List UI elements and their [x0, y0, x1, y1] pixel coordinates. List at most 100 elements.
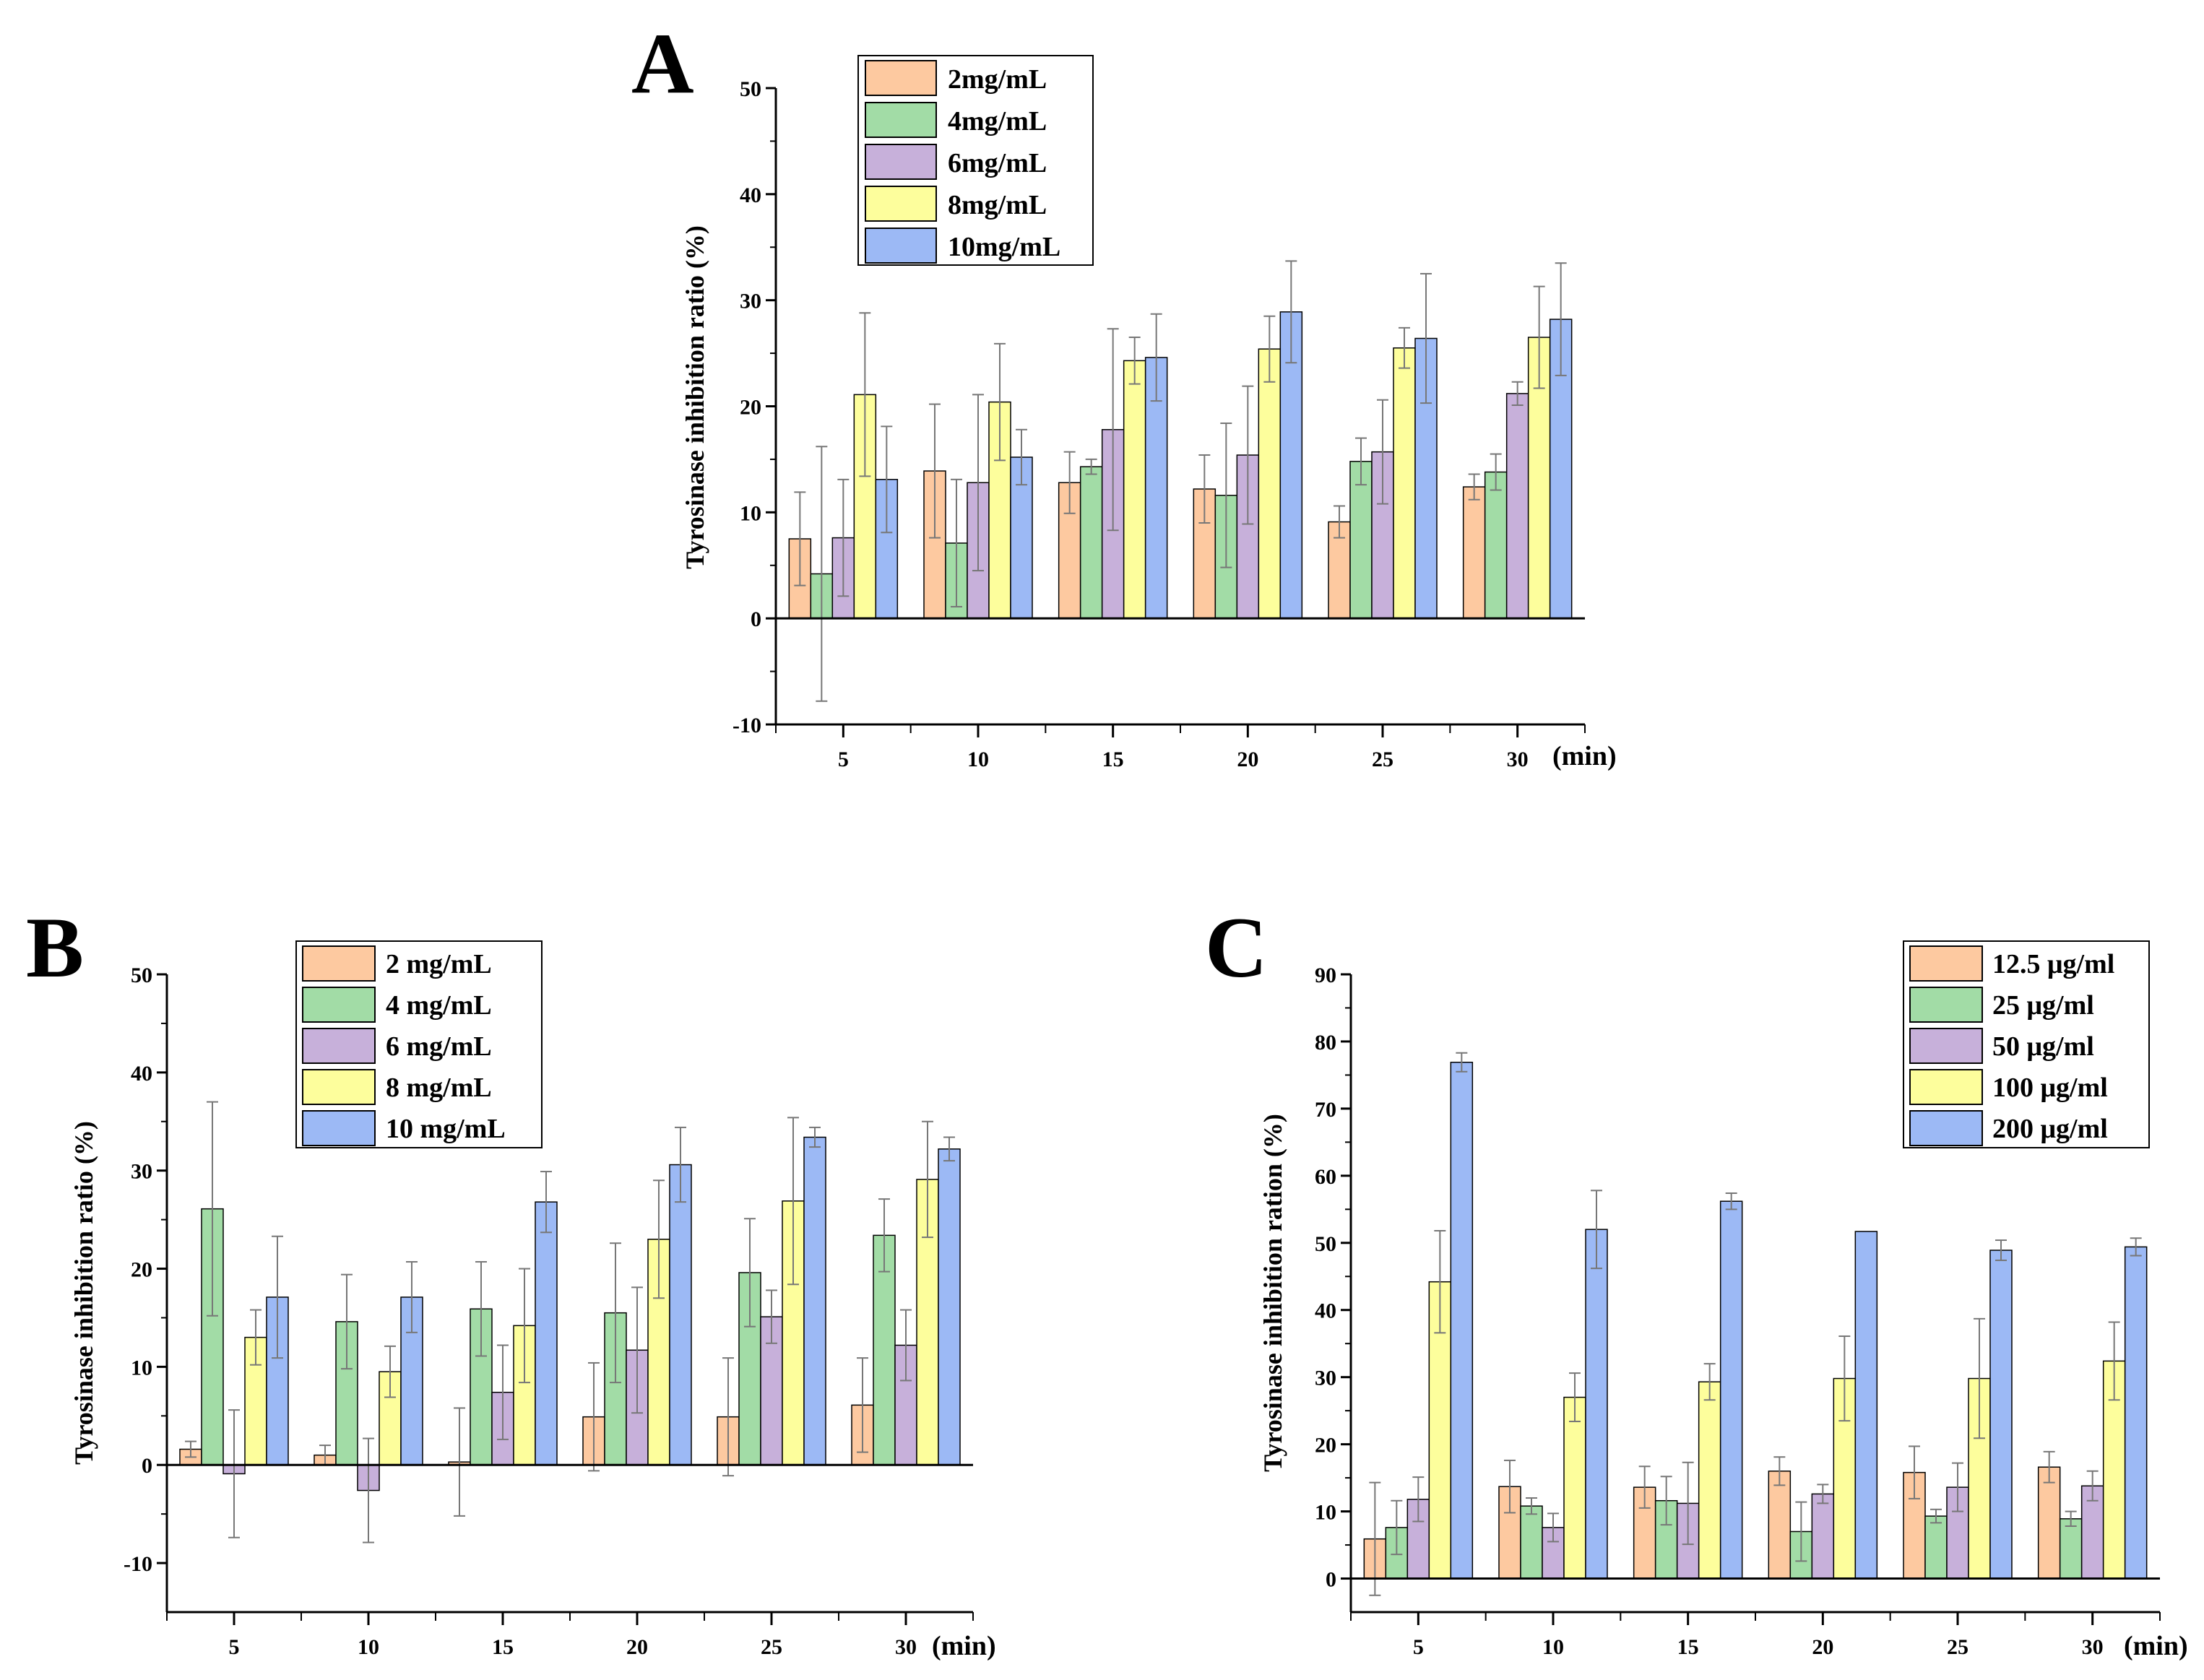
panel-c-bar [1854, 1231, 1878, 1580]
panel-b: B Tyrosinase inhibition ratio (%) (min) … [26, 899, 996, 1661]
panel-a-legend-label: 10mg/mL [948, 232, 1060, 262]
panel-a-legend-label: 2mg/mL [948, 64, 1047, 95]
panel-b-y-tick-label: 20 [131, 1258, 152, 1282]
panel-c-legend-label: 12.5 μg/ml [1992, 949, 2114, 979]
panel-b-legend-entry: 10 mg/mL [302, 1110, 506, 1146]
panel-c-bar [1989, 1250, 2013, 1580]
panel-a-legend-swatch [865, 60, 937, 96]
panel-b-y-tick-label: -10 [124, 1552, 152, 1576]
panel-label-c: C [1205, 899, 1268, 995]
panel-a-x-tick-label: 30 [1507, 748, 1529, 771]
panel-b-x-tick-label: 10 [358, 1635, 379, 1659]
panel-a-bar [1258, 348, 1282, 619]
panel-a-legend-entry: 8mg/mL [865, 186, 1047, 222]
panel-c-bar [2124, 1246, 2148, 1580]
panel-a-bar [1123, 360, 1146, 619]
panel-c-y-tick-label: 20 [1315, 1434, 1336, 1458]
panel-c-legend-swatch [1909, 1069, 1983, 1105]
panel-b-bar [669, 1164, 692, 1465]
panel-b-legend-swatch [302, 945, 376, 982]
panel-c-x-tick-label: 30 [2082, 1635, 2104, 1659]
panel-b-legend-entry: 4 mg/mL [302, 987, 492, 1023]
panel-c-bar [1924, 1515, 1948, 1580]
panel-c-x-tick-label: 25 [1947, 1635, 1969, 1659]
panel-b-y-axis-label: Tyrosinase inhibition ratio (%) [69, 1121, 98, 1465]
panel-a-legend-swatch [865, 228, 937, 264]
panel-a-legend: 2mg/mL 4mg/mL 6mg/mL 8mg/mL 10mg/mL [857, 55, 1094, 266]
panel-c-legend-label: 50 μg/ml [1992, 1031, 2094, 1062]
panel-c-y-tick-label: 80 [1315, 1031, 1336, 1055]
panel-c-bar [1563, 1396, 1586, 1580]
panel-a: A Tyrosinase inhibition ratio (%) (min) … [631, 15, 1617, 771]
panel-a-x-tick-label: 10 [967, 748, 989, 771]
panel-c-legend-entry: 50 μg/ml [1909, 1028, 2094, 1064]
panel-c-legend-entry: 12.5 μg/ml [1909, 945, 2114, 982]
panel-c-legend-swatch [1909, 987, 1983, 1023]
panel-a-x-tick-label: 25 [1372, 748, 1393, 771]
panel-b-legend-label: 6 mg/mL [386, 1031, 492, 1062]
panel-b-bar [535, 1201, 558, 1465]
panel-c-legend-label: 25 μg/ml [1992, 990, 2094, 1021]
panel-b-y-tick-label: 10 [131, 1356, 152, 1380]
panel-a-x-tick-label: 20 [1237, 748, 1258, 771]
panel-b-legend-label: 4 mg/mL [386, 990, 492, 1021]
panel-b-y-tick-label: 0 [142, 1454, 152, 1478]
panel-a-bar [1484, 471, 1508, 619]
panel-label-a: A [631, 15, 694, 111]
panel-c-y-tick-label: 60 [1315, 1165, 1336, 1189]
panel-b-legend-entry: 8 mg/mL [302, 1069, 492, 1105]
panel-c-x-tick-label: 15 [1677, 1635, 1699, 1659]
panel-c-bar [1719, 1200, 1743, 1580]
panel-b-bar [803, 1136, 826, 1465]
panel-b-legend-label: 10 mg/mL [386, 1114, 506, 1144]
panel-c-y-tick-label: 0 [1326, 1568, 1336, 1592]
panel-a-y-tick-label: 50 [740, 77, 761, 101]
panel-c-y-tick-label: 40 [1315, 1299, 1336, 1323]
panel-c-legend-entry: 200 μg/ml [1909, 1110, 2108, 1146]
panel-a-y-tick-label: 10 [740, 501, 761, 525]
panel-a-legend-label: 4mg/mL [948, 106, 1047, 137]
panel-a-y-tick-label: 30 [740, 290, 761, 313]
panel-b-x-tick-label: 25 [761, 1635, 782, 1659]
panel-a-legend-entry: 4mg/mL [865, 102, 1047, 138]
panel-c-x-tick-label: 10 [1542, 1635, 1564, 1659]
panel-a-x-tick-label: 5 [838, 748, 849, 771]
panel-c-bar [1450, 1062, 1474, 1580]
panel-b-legend-label: 2 mg/mL [386, 949, 492, 979]
panel-a-bar [1393, 347, 1416, 619]
panel-a-y-tick-label: 40 [740, 183, 761, 207]
panel-b-y-tick-label: 40 [131, 1062, 152, 1086]
panel-b-legend: 2 mg/mL 4 mg/mL 6 mg/mL 8 mg/mL 10 mg/mL [295, 940, 543, 1148]
panel-c-plot: 0 10 20 30 40 50 60 70 80 90 5 10 15 20 25 30 [1315, 964, 2161, 1659]
panel-a-bar [1505, 393, 1529, 619]
panel-b-legend-swatch [302, 1110, 376, 1146]
panel-c-legend: 12.5 μg/ml 25 μg/ml 50 μg/ml 100 μg/ml 2… [1903, 940, 2150, 1148]
panel-c-bar [2059, 1518, 2083, 1580]
panel-a-plot: -10 0 10 20 30 40 50 5 10 15 20 25 30 [732, 77, 1586, 771]
panel-c-bar [1811, 1493, 1835, 1580]
panel-c-bar [2037, 1466, 2061, 1580]
panel-c-bar [1768, 1471, 1792, 1580]
panel-a-legend-swatch [865, 102, 937, 138]
panel-c-legend-swatch [1909, 1110, 1983, 1146]
panel-c: C Tyrosinase inhibition ration (%) (min)… [1205, 899, 2188, 1661]
panel-b-x-tick-label: 30 [895, 1635, 917, 1659]
panel-c-bar [1585, 1229, 1608, 1580]
panel-a-y-tick-label: 0 [751, 607, 761, 631]
panel-label-b: B [26, 899, 84, 995]
panel-a-y-axis-label: Tyrosinase inhibition ratio (%) [680, 225, 709, 569]
panel-a-x-tick-label: 15 [1102, 748, 1124, 771]
panel-c-x-tick-label: 5 [1413, 1635, 1424, 1659]
panel-c-y-tick-label: 90 [1315, 964, 1336, 987]
panel-b-y-tick-label: 30 [131, 1160, 152, 1184]
panel-a-bar [1079, 466, 1103, 619]
panel-c-y-tick-label: 10 [1315, 1501, 1336, 1525]
panel-c-x-unit-label: (min) [2124, 1631, 2188, 1661]
panel-a-y-tick-label: -10 [732, 714, 761, 737]
panel-c-bar [1520, 1505, 1543, 1580]
panel-a-legend-label: 6mg/mL [948, 148, 1047, 178]
panel-c-legend-label: 100 μg/ml [1992, 1073, 2108, 1103]
panel-c-y-axis-label: Tyrosinase inhibition ration (%) [1258, 1114, 1287, 1472]
panel-a-bar [923, 470, 946, 619]
